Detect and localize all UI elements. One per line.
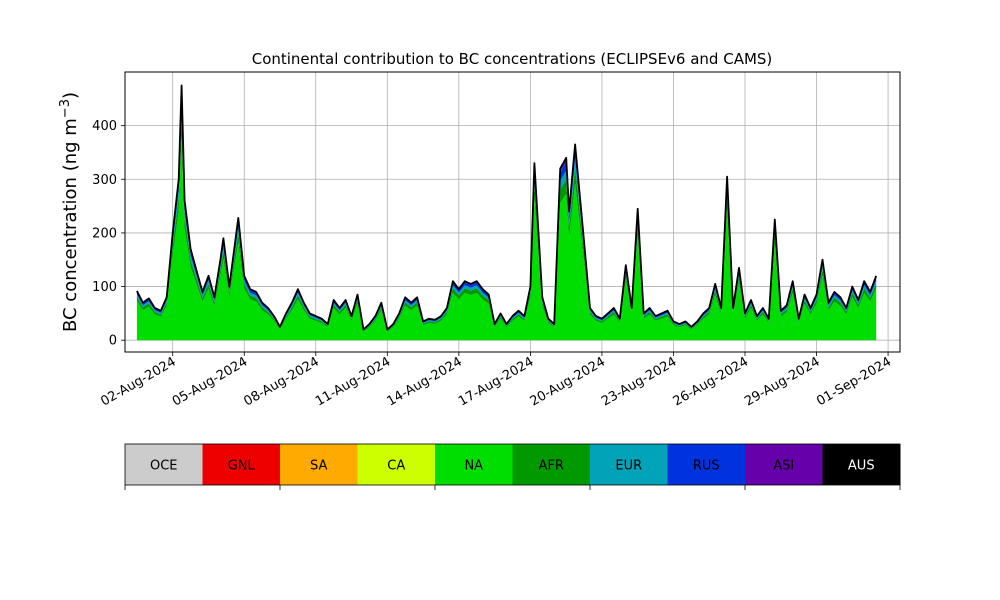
colorbar-label: ASI xyxy=(773,459,794,474)
region-colorbar: OCE GNL SA CA NA AFR EUR RUS ASI AUS xyxy=(124,443,901,490)
x-tick-label: 26-Aug-2024 xyxy=(671,354,751,409)
colorbar-label: RUS xyxy=(693,459,720,474)
y-tick-label: 0 xyxy=(109,334,117,349)
colorbar-label: AFR xyxy=(539,459,564,474)
colorbar-segment-eur xyxy=(590,444,668,485)
x-tick-label: 08-Aug-2024 xyxy=(241,354,321,409)
colorbar-segment-asi xyxy=(745,444,823,485)
colorbar-segment-afr xyxy=(512,444,591,485)
colorbar-segment-sa xyxy=(280,444,358,485)
x-tick-label: 02-Aug-2024 xyxy=(98,354,178,409)
colorbar-segment-oce xyxy=(125,444,203,485)
colorbar-label: EUR xyxy=(615,459,642,474)
area-series-na xyxy=(136,136,877,341)
y-tick-label: 100 xyxy=(92,280,117,295)
colorbar-segment-na xyxy=(435,444,513,485)
colorbar-segment-aus xyxy=(822,444,901,485)
x-tick-label: 29-Aug-2024 xyxy=(742,354,822,409)
colorbar-segment-gnl xyxy=(202,444,281,485)
y-axis-ticks: 0 100 200 300 400 xyxy=(92,119,125,349)
x-tick-label: 11-Aug-2024 xyxy=(313,354,393,409)
colorbar-label: OCE xyxy=(150,459,178,474)
y-axis-label-exponent: −3 xyxy=(58,99,73,118)
colorbar-frame xyxy=(124,443,901,486)
x-tick-label: 01-Sep-2024 xyxy=(814,354,894,409)
y-axis-label: BC concentration (ng m−3) xyxy=(58,92,81,332)
x-tick-label: 17-Aug-2024 xyxy=(456,354,536,409)
colorbar-label: CA xyxy=(387,459,405,474)
colorbar-label: NA xyxy=(464,459,483,474)
stacked-areas xyxy=(136,84,878,341)
area-series-afr xyxy=(136,116,877,332)
x-tick-label: 05-Aug-2024 xyxy=(170,354,250,409)
y-tick-label: 400 xyxy=(92,119,117,134)
x-tick-label: 14-Aug-2024 xyxy=(385,354,465,409)
colorbar-segment-ca xyxy=(357,444,436,485)
x-tick-label: 23-Aug-2024 xyxy=(599,354,679,409)
grid-lines xyxy=(125,72,900,352)
chart-title: Continental contribution to BC concentra… xyxy=(252,50,773,68)
y-tick-label: 200 xyxy=(92,226,117,241)
colorbar-segment-rus xyxy=(667,444,746,485)
colorbar-label: GNL xyxy=(228,459,256,474)
x-axis-ticks: 02-Aug-202405-Aug-202408-Aug-202411-Aug-… xyxy=(98,352,894,410)
colorbar-label: AUS xyxy=(848,459,875,474)
y-tick-label: 300 xyxy=(92,173,117,188)
axes-frame xyxy=(124,71,901,353)
plot-area xyxy=(124,71,901,353)
total-outline-line xyxy=(136,84,878,331)
x-tick-label: 20-Aug-2024 xyxy=(528,354,608,409)
colorbar-label: SA xyxy=(310,459,327,474)
